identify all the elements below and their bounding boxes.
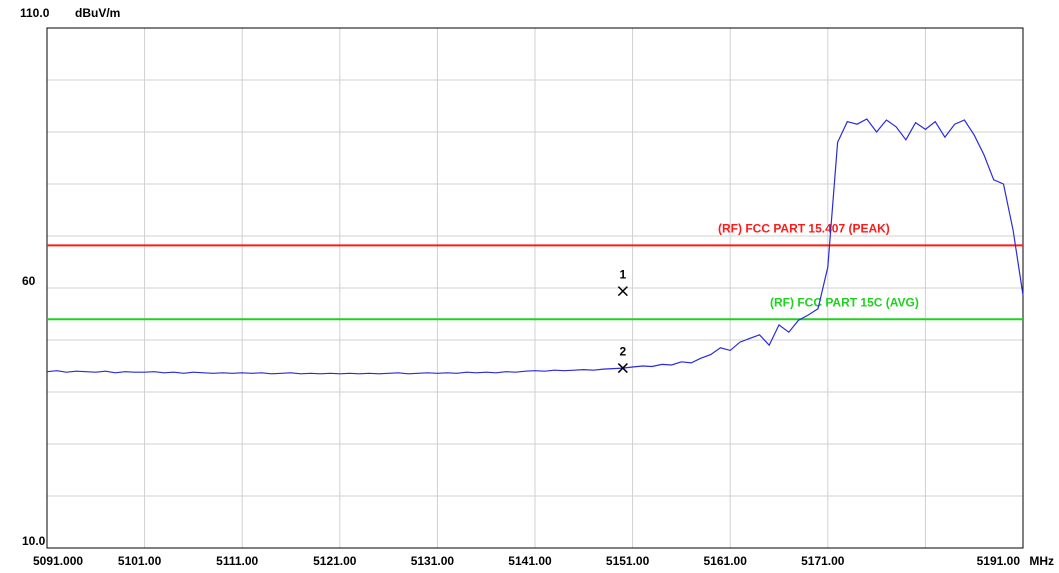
x-tick-label: 5151.00: [606, 554, 650, 568]
limit-label: (RF) FCC PART 15C (AVG): [770, 295, 919, 309]
x-tick-label: 5141.00: [508, 554, 552, 568]
marker: [617, 286, 628, 297]
marker: [617, 363, 628, 374]
x-tick-label: 5131.00: [411, 554, 455, 568]
marker-label: 2: [619, 344, 626, 358]
x-tick-label: 5101.00: [118, 554, 162, 568]
marker-label: 1: [619, 267, 626, 281]
x-tick-label: 5171.00: [801, 554, 845, 568]
x-tick-label: 5111.00: [216, 554, 258, 568]
limit-label: (RF) FCC PART 15.407 (PEAK): [718, 222, 890, 236]
x-tick-label: 5191.00: [977, 554, 1021, 568]
y-unit: dBuV/m: [75, 6, 120, 20]
x-unit: MHz: [1029, 554, 1054, 568]
plot-border: [46, 27, 1024, 549]
x-tick-label: 5091.000: [33, 554, 83, 568]
y-tick-label: 60: [22, 274, 36, 288]
y-axis-top-label: 110.0: [20, 6, 50, 20]
y-tick-label: 10.0: [22, 534, 46, 548]
x-tick-label: 5121.00: [313, 554, 357, 568]
trace-line: [46, 118, 1024, 375]
x-tick-label: 5161.00: [704, 554, 748, 568]
